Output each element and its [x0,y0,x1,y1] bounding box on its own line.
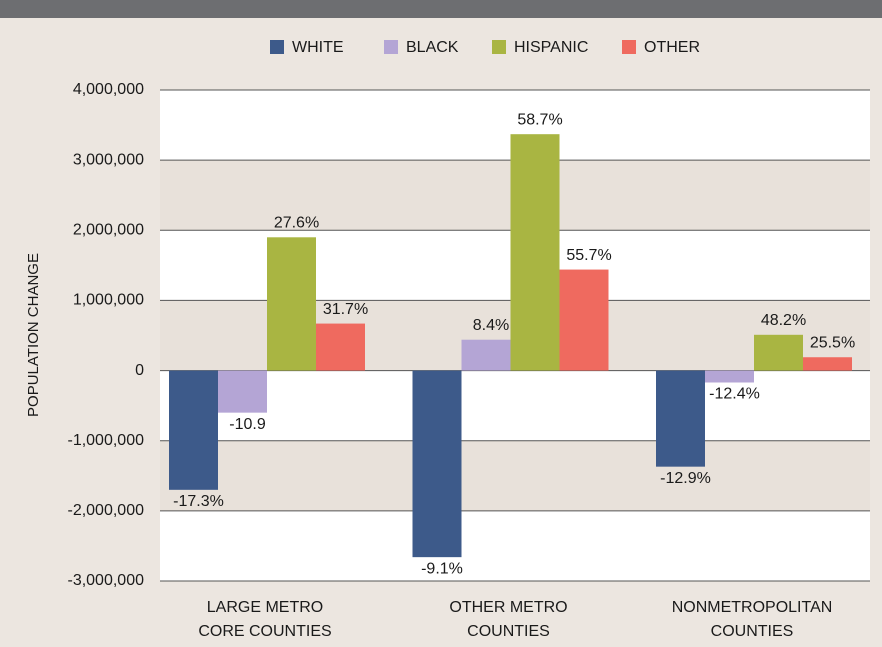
value-label: -12.4% [709,386,760,403]
legend-swatch [384,40,398,54]
value-label: -10.9 [229,416,266,433]
legend-swatch [492,40,506,54]
value-label: 25.5% [810,334,855,351]
legend-swatch [270,40,284,54]
legend-label: OTHER [644,39,700,56]
x-tick-label: COUNTIES [467,623,550,640]
x-tick-label: CORE COUNTIES [198,623,331,640]
y-tick-label: 3,000,000 [73,151,144,168]
legend-label: BLACK [406,39,459,56]
value-label: -12.9% [660,470,711,487]
bar [169,370,218,490]
bar [754,334,803,371]
y-axis-label: POPULATION CHANGE [25,253,42,417]
y-tick-label: 0 [135,362,144,379]
x-tick-label: COUNTIES [711,623,794,640]
value-label: 58.7% [517,111,562,128]
grid-band [160,510,870,581]
value-label: 48.2% [761,312,806,329]
bar [510,134,560,371]
value-label: 27.6% [274,215,319,232]
top-bar [0,0,882,18]
bar [461,339,511,371]
bar [267,237,316,371]
x-tick-label: LARGE METRO [207,599,323,616]
y-tick-label: -2,000,000 [67,502,144,519]
bar [705,370,754,383]
bar [218,370,267,413]
bar [316,323,365,371]
y-tick-label: -1,000,000 [67,432,144,449]
y-tick-label: 1,000,000 [73,292,144,309]
value-label: 31.7% [323,301,368,318]
grid-band [160,440,870,511]
value-label: -9.1% [421,560,463,577]
value-label: 8.4% [473,317,509,334]
value-label: 55.7% [566,247,611,264]
legend-label: WHITE [292,39,344,56]
bar [412,370,462,558]
bar [803,357,852,371]
x-tick-label: NONMETROPOLITAN [672,599,833,616]
legend-label: HISPANIC [514,39,588,56]
x-tick-label: OTHER METRO [449,599,567,616]
y-tick-label: 2,000,000 [73,222,144,239]
value-label: -17.3% [173,493,224,510]
y-tick-label: 4,000,000 [73,81,144,98]
bar [559,269,609,371]
legend-swatch [622,40,636,54]
y-tick-label: -3,000,000 [67,572,144,589]
bar [656,370,705,467]
